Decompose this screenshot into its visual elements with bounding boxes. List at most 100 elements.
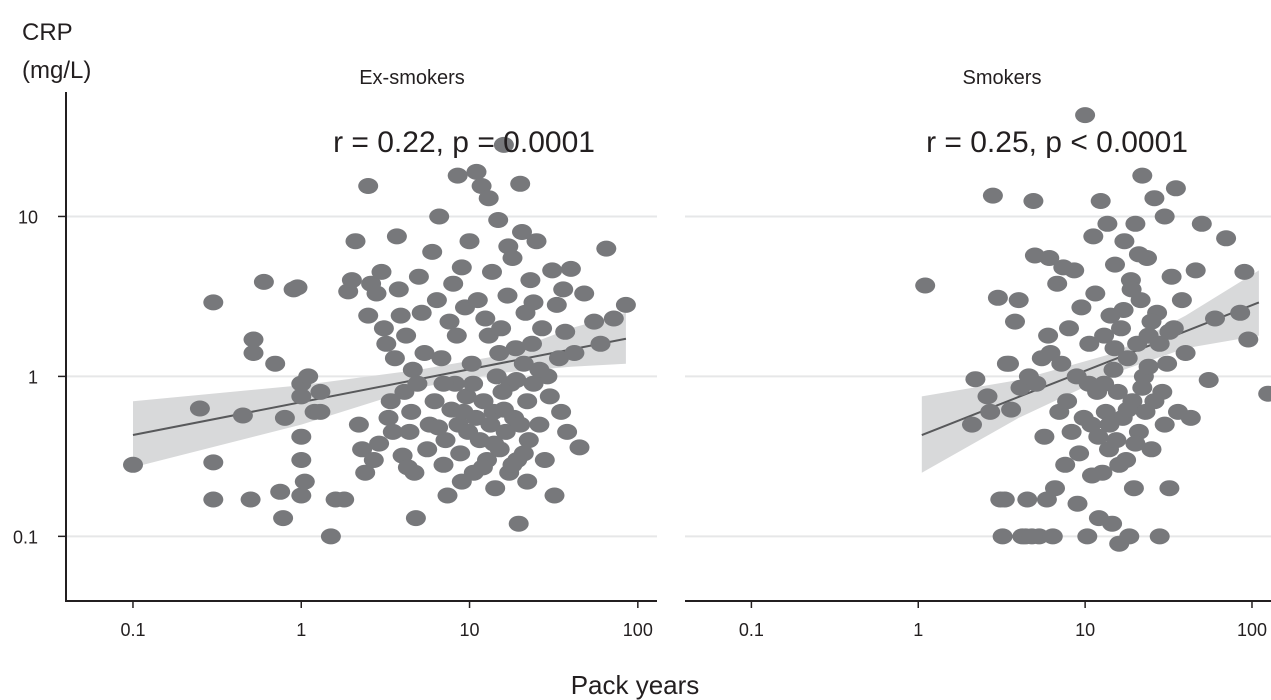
data-point bbox=[1144, 393, 1165, 410]
data-point bbox=[240, 491, 261, 508]
data-point bbox=[253, 273, 274, 290]
data-point bbox=[980, 403, 1001, 420]
data-point bbox=[1055, 456, 1076, 473]
data-point bbox=[1103, 361, 1124, 378]
data-point bbox=[962, 416, 982, 433]
data-point bbox=[232, 407, 253, 424]
data-point bbox=[1149, 335, 1170, 352]
data-point bbox=[1099, 416, 1120, 433]
data-point bbox=[399, 423, 420, 440]
panel-title: Smokers bbox=[963, 67, 1042, 89]
data-point bbox=[1077, 528, 1098, 545]
data-point bbox=[590, 335, 611, 352]
data-point bbox=[1083, 228, 1104, 245]
data-point bbox=[1258, 385, 1271, 402]
data-point bbox=[551, 403, 572, 420]
data-point bbox=[517, 393, 538, 410]
data-point bbox=[484, 435, 505, 452]
data-point bbox=[463, 375, 484, 392]
data-point bbox=[371, 263, 392, 280]
data-point bbox=[488, 212, 509, 228]
data-point bbox=[1109, 456, 1130, 473]
data-point bbox=[459, 233, 480, 250]
y-tick-label: 10 bbox=[18, 207, 38, 227]
data-point bbox=[510, 175, 531, 192]
data-point bbox=[203, 294, 224, 311]
data-point bbox=[510, 416, 531, 433]
data-point bbox=[485, 480, 506, 497]
data-point bbox=[451, 473, 472, 490]
data-point bbox=[1185, 262, 1206, 279]
data-point bbox=[384, 350, 405, 367]
data-point bbox=[506, 372, 527, 388]
data-point bbox=[414, 345, 435, 361]
data-point bbox=[274, 409, 295, 426]
data-point bbox=[1045, 480, 1065, 497]
data-point bbox=[1023, 193, 1044, 209]
data-point bbox=[407, 375, 428, 392]
x-tick-label: 100 bbox=[1237, 620, 1267, 640]
data-point bbox=[405, 510, 426, 527]
data-point bbox=[408, 268, 429, 285]
data-point bbox=[424, 393, 445, 410]
data-point bbox=[1125, 435, 1146, 452]
data-point bbox=[574, 285, 595, 302]
data-point bbox=[564, 345, 585, 361]
data-point bbox=[461, 355, 482, 372]
data-point bbox=[1088, 428, 1109, 445]
data-point bbox=[1038, 327, 1059, 344]
data-point bbox=[1040, 345, 1061, 361]
data-point bbox=[422, 243, 443, 260]
data-point bbox=[1165, 180, 1186, 197]
data-point bbox=[505, 340, 526, 357]
data-point bbox=[431, 350, 452, 367]
data-point bbox=[396, 327, 417, 344]
data-point bbox=[539, 388, 560, 405]
data-point bbox=[428, 419, 449, 436]
regression-line bbox=[921, 301, 1260, 436]
y-tick-label: 1 bbox=[28, 367, 38, 387]
data-point bbox=[435, 432, 456, 449]
data-point bbox=[1132, 379, 1153, 396]
data-point bbox=[291, 452, 312, 468]
data-point bbox=[603, 310, 624, 327]
data-point bbox=[388, 281, 409, 298]
data-point bbox=[520, 272, 541, 289]
data-point bbox=[1117, 401, 1138, 418]
data-point bbox=[1119, 528, 1140, 545]
data-point bbox=[189, 400, 210, 417]
data-point bbox=[523, 294, 544, 311]
data-point bbox=[1001, 401, 1022, 418]
data-point bbox=[1067, 495, 1088, 512]
data-point bbox=[1094, 327, 1115, 344]
data-point bbox=[555, 323, 576, 340]
confidence-band bbox=[921, 270, 1259, 473]
data-point bbox=[265, 355, 286, 372]
data-point bbox=[363, 452, 384, 468]
data-point bbox=[287, 279, 308, 296]
data-point bbox=[1069, 445, 1090, 462]
data-point bbox=[366, 285, 387, 302]
confidence-band bbox=[133, 312, 626, 468]
data-point bbox=[401, 403, 422, 420]
data-point bbox=[491, 320, 512, 337]
data-point bbox=[411, 304, 432, 321]
data-point bbox=[1157, 355, 1178, 372]
y-axis-title-line-2: (mg/L) bbox=[22, 57, 91, 84]
data-point bbox=[1159, 323, 1180, 340]
data-point bbox=[273, 510, 294, 527]
panel-smokers: 0.1 1 10 100 Smokers r = 0.25, p < 0.0001 bbox=[685, 67, 1271, 640]
data-point bbox=[1117, 350, 1138, 367]
data-point bbox=[1094, 375, 1115, 392]
data-point bbox=[992, 528, 1013, 545]
data-point bbox=[426, 292, 447, 309]
data-point bbox=[243, 331, 264, 348]
x-tick-label: 10 bbox=[460, 620, 480, 640]
data-point bbox=[380, 393, 401, 410]
data-point bbox=[518, 432, 539, 449]
data-point bbox=[1095, 403, 1116, 420]
data-point bbox=[203, 491, 224, 508]
data-point bbox=[1034, 428, 1055, 445]
data-point bbox=[994, 491, 1015, 508]
data-point bbox=[569, 439, 590, 456]
